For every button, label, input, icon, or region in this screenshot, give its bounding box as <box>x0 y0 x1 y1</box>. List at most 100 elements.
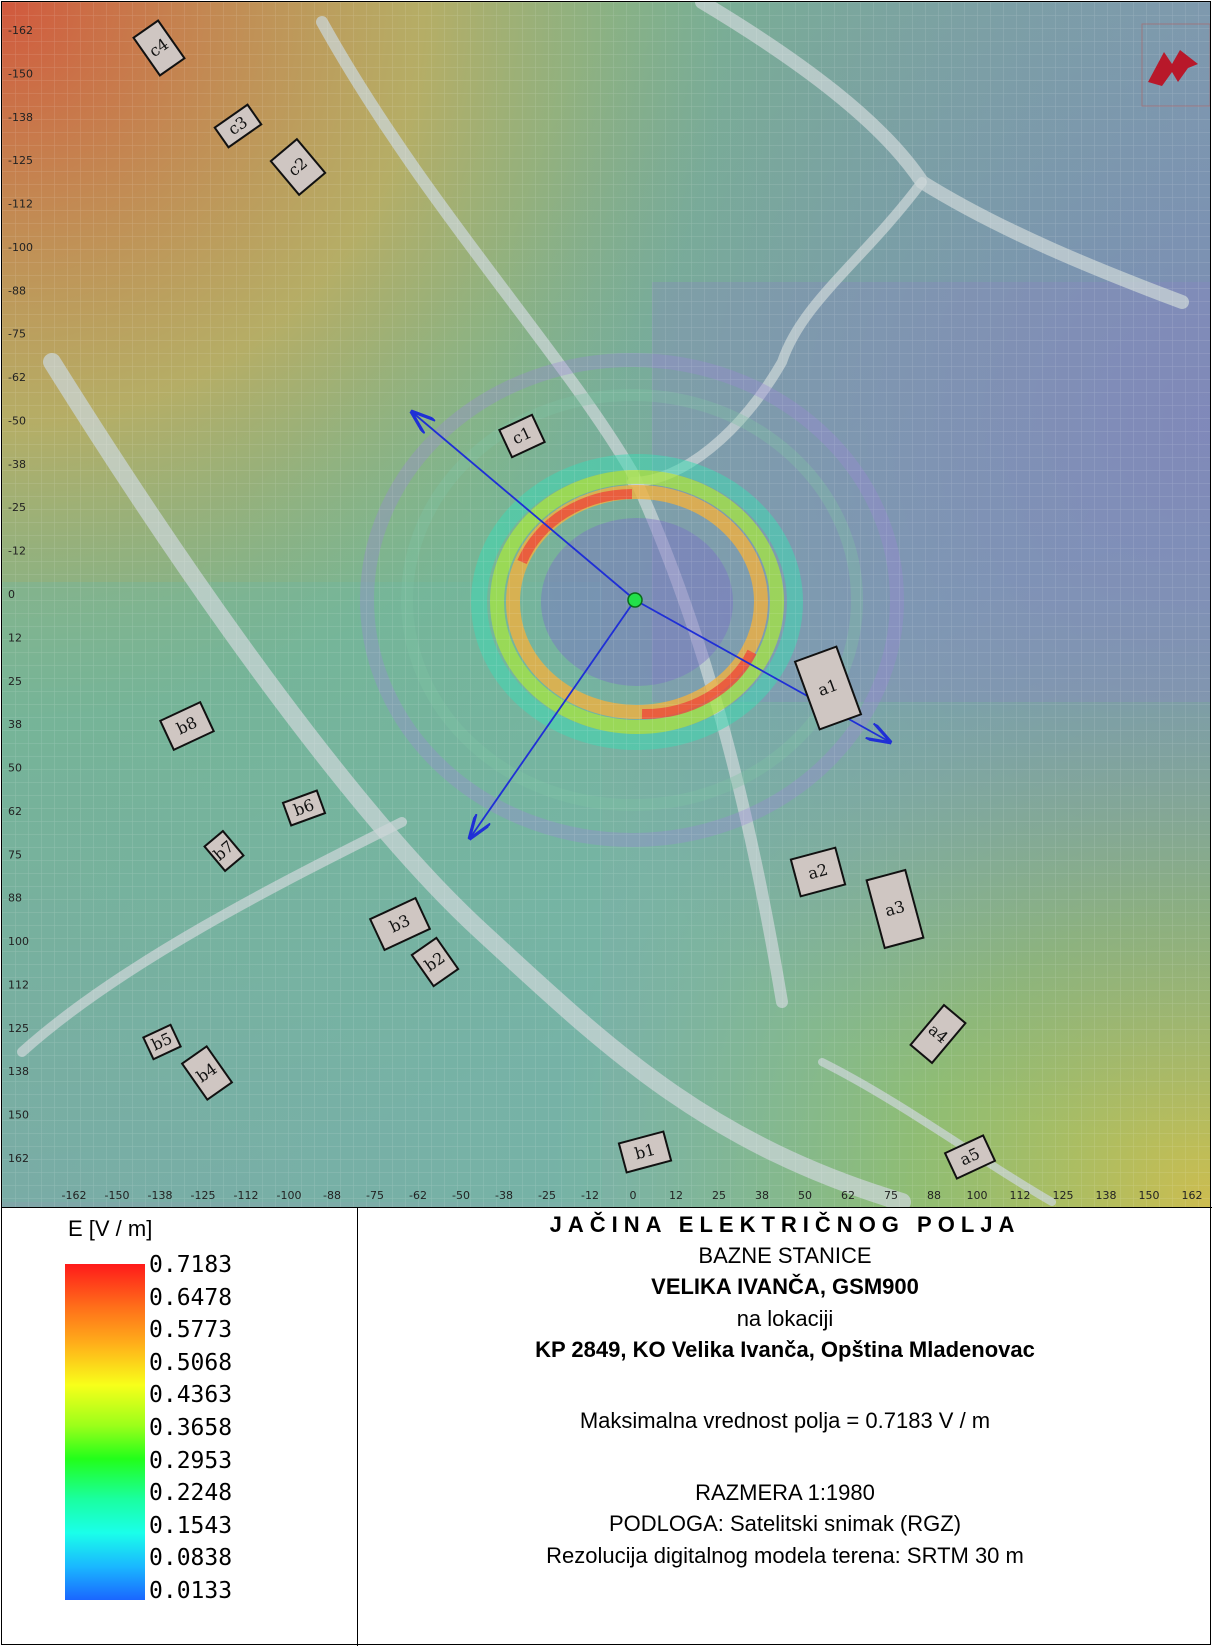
building-a1: a1 <box>793 645 863 731</box>
legend-value: 0.7183 <box>149 1252 233 1278</box>
y-tick-label: 100 <box>8 935 29 948</box>
x-tick-label: -12 <box>581 1189 599 1202</box>
y-tick-label: 25 <box>8 675 22 688</box>
x-tick-label: 100 <box>967 1189 988 1202</box>
x-tick-label: -138 <box>148 1189 173 1202</box>
building-a2: a2 <box>789 846 847 898</box>
y-tick-label: -38 <box>8 458 26 471</box>
x-tick-label: 150 <box>1139 1189 1160 1202</box>
y-tick-label: 112 <box>8 979 29 992</box>
building-b6: b6 <box>281 789 327 827</box>
y-tick-label: -62 <box>8 371 26 384</box>
x-tick-label: -62 <box>409 1189 427 1202</box>
building-c3: c3 <box>213 103 263 149</box>
legend-title: E [V / m] <box>68 1216 153 1241</box>
legend-color-scale <box>65 1264 145 1600</box>
building-b4: b4 <box>180 1044 234 1102</box>
x-tick-label: -112 <box>234 1189 259 1202</box>
y-tick-label: -100 <box>8 241 33 254</box>
antenna-site-icon <box>627 592 643 608</box>
building-label: b1 <box>633 1140 658 1164</box>
x-tick-label: 50 <box>798 1189 812 1202</box>
y-tick-label: -12 <box>8 545 26 558</box>
y-tick-label: 12 <box>8 631 22 644</box>
y-tick-label: -150 <box>8 67 33 80</box>
building-b1: b1 <box>617 1130 673 1174</box>
y-tick-label: -125 <box>8 154 33 167</box>
info-line-2: BAZNE STANICE <box>698 1243 872 1268</box>
x-tick-label: 25 <box>712 1189 726 1202</box>
legend-value: 0.2248 <box>149 1480 233 1507</box>
y-tick-label: 125 <box>8 1022 29 1035</box>
legend-value: 0.4363 <box>149 1382 233 1409</box>
info-title: JAČINA ELEKTRIČNOG POLJA <box>549 1212 1021 1237</box>
x-tick-label: -88 <box>323 1189 341 1202</box>
y-tick-label: 62 <box>8 805 22 818</box>
ap-logo-icon <box>1141 23 1210 107</box>
info-panel: JAČINA ELEKTRIČNOG POLJA BAZNE STANICE V… <box>358 1208 1212 1646</box>
y-tick-label: 162 <box>8 1152 29 1165</box>
y-tick-label: 50 <box>8 762 22 775</box>
x-tick-label: -100 <box>277 1189 302 1202</box>
legend-value: 0.1543 <box>149 1512 233 1539</box>
dem-line: Rezolucija digitalnog modela terena: SRT… <box>546 1543 1024 1568</box>
x-tick-label: 162 <box>1182 1189 1203 1202</box>
legend-value: 0.0838 <box>149 1545 233 1572</box>
x-tick-label: -38 <box>495 1189 513 1202</box>
station-name: VELIKA IVANČA, GSM900 <box>651 1274 919 1299</box>
y-tick-label: 75 <box>8 848 22 861</box>
x-tick-label: 0 <box>630 1189 637 1202</box>
x-tick-label: 38 <box>755 1189 769 1202</box>
building-c4: c4 <box>132 19 186 77</box>
x-tick-label: 112 <box>1010 1189 1031 1202</box>
building-label: a3 <box>883 897 907 920</box>
x-tick-label: 75 <box>884 1189 898 1202</box>
x-tick-label: -150 <box>105 1189 130 1202</box>
location-line: KP 2849, KO Velika Ivanča, Opština Mlade… <box>535 1337 1035 1362</box>
legend-panel: E [V / m] 0.7183 0.6478 0.5773 0.5068 0.4363… <box>2 1208 358 1646</box>
building-label: a2 <box>806 860 830 883</box>
building-a5: a5 <box>943 1134 997 1180</box>
legend-value: 0.0133 <box>149 1578 233 1604</box>
building-b2: b2 <box>410 936 460 988</box>
y-tick-label: -162 <box>8 24 33 37</box>
y-tick-label: 138 <box>8 1065 29 1078</box>
y-axis-ticks: -162 -150 -138 -125 -112 -100 -88 -75 -62 -50 -38 -… <box>8 24 33 1165</box>
y-tick-label: 0 <box>8 588 15 601</box>
y-tick-label: -50 <box>8 415 26 428</box>
y-tick-label: -75 <box>8 328 26 341</box>
x-tick-label: 88 <box>927 1189 941 1202</box>
x-tick-label: -125 <box>191 1189 216 1202</box>
y-tick-label: 88 <box>8 892 22 905</box>
building-c1: c1 <box>498 413 546 459</box>
y-tick-label: 150 <box>8 1109 29 1122</box>
building-c2: c2 <box>269 137 327 197</box>
scale-line: RAZMERA 1:1980 <box>695 1480 875 1505</box>
building-a3: a3 <box>865 868 925 950</box>
x-axis-ticks: -162 -150 -138 -125 -112 -100 -88 -75 -62 -50 -38 -… <box>62 1189 1203 1202</box>
x-tick-label: 62 <box>841 1189 855 1202</box>
y-tick-label: -25 <box>8 501 26 514</box>
legend-value: 0.6478 <box>149 1284 233 1311</box>
legend-value: 0.5068 <box>149 1349 233 1376</box>
x-tick-label: -162 <box>62 1189 87 1202</box>
x-tick-label: 125 <box>1053 1189 1074 1202</box>
building-b5: b5 <box>142 1023 182 1061</box>
y-tick-label: -138 <box>8 111 33 124</box>
info-line-4: na lokaciji <box>736 1306 834 1331</box>
legend-value: 0.2953 <box>149 1447 233 1474</box>
y-tick-label: -88 <box>8 284 26 297</box>
basemap-line: PODLOGA: Satelitski snimak (RGZ) <box>608 1511 962 1536</box>
x-tick-label: -75 <box>366 1189 384 1202</box>
building-b8: b8 <box>158 700 216 752</box>
legend-value: 0.5773 <box>149 1317 233 1344</box>
legend-value: 0.3658 <box>149 1415 233 1441</box>
x-tick-label: 12 <box>669 1189 683 1202</box>
building-a4: a4 <box>909 1003 967 1065</box>
max-value-line: Maksimalna vrednost polja = 0.7183 V / m <box>579 1408 991 1433</box>
y-tick-label: 38 <box>8 718 22 731</box>
x-tick-label: -50 <box>452 1189 470 1202</box>
